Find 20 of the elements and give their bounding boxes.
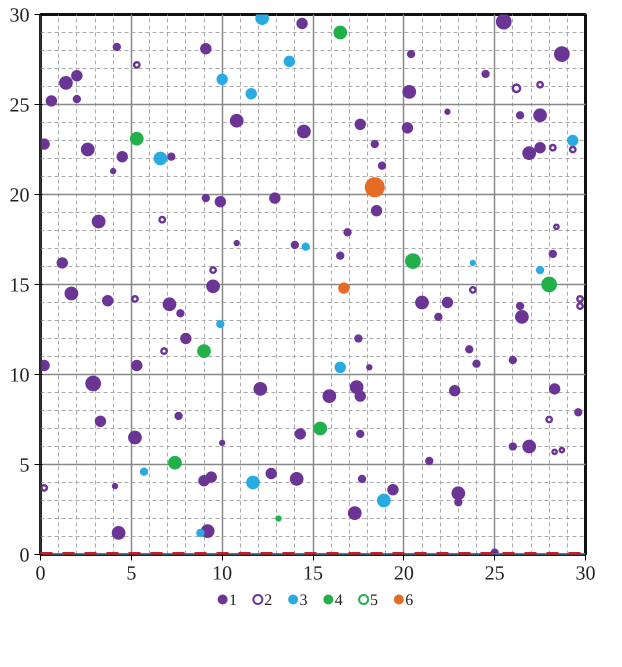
x-tick-label: 15 [303, 562, 323, 584]
x-tick-label: 25 [484, 562, 505, 584]
y-tick-label: 0 [20, 544, 30, 566]
x-tick-label: 30 [576, 562, 596, 584]
legend-label: 3 [299, 592, 308, 609]
x-tick-label: 0 [36, 562, 46, 584]
y-tick-label: 5 [20, 454, 30, 476]
legend-label: 1 [228, 592, 237, 609]
legend-label: 4 [334, 592, 343, 609]
legend-label: 2 [264, 592, 272, 609]
x-tick-label: 10 [212, 562, 232, 584]
legend-label: 5 [370, 592, 378, 609]
y-tick-label: 15 [10, 274, 30, 296]
y-tick-label: 30 [10, 4, 30, 26]
y-tick-label: 10 [10, 364, 30, 386]
legend-label: 6 [405, 592, 414, 609]
y-tick-label: 25 [10, 94, 30, 116]
y-tick-label: 20 [10, 184, 30, 206]
x-tick-label: 5 [126, 562, 136, 584]
x-tick-label: 20 [394, 562, 414, 584]
